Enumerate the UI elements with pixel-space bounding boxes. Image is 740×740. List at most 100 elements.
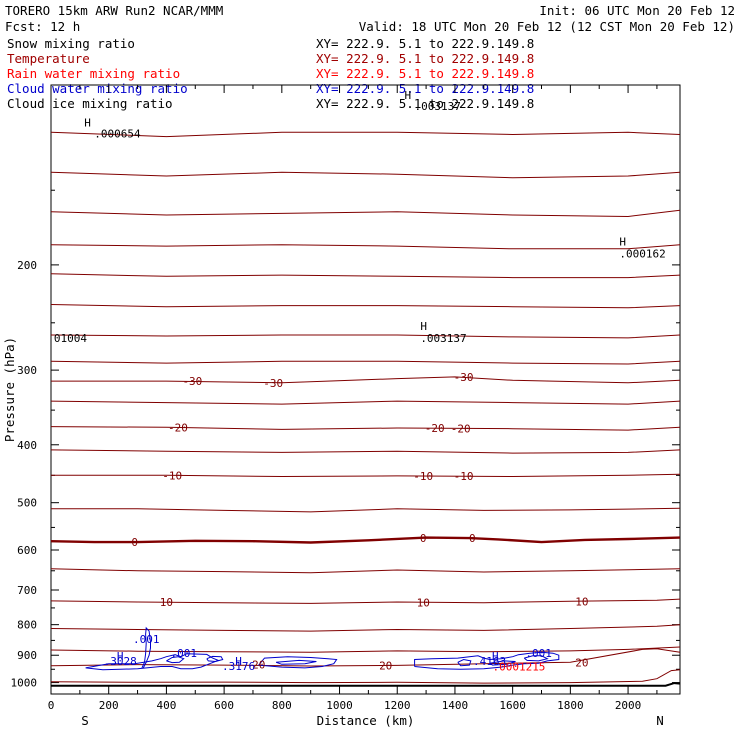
temperature-contour-label: 10 <box>160 596 173 609</box>
temperature-contour <box>50 171 681 179</box>
temperature-contour-label: -20 <box>425 422 445 435</box>
temperature-contour <box>51 507 681 513</box>
snow-max-value: .000162 <box>619 248 665 261</box>
y-tick-label: 600 <box>17 544 37 557</box>
legend-xy: XY= 222.9. 5.1 to 222.9.149.8 <box>316 66 534 81</box>
snow-max-marker: H <box>619 236 626 249</box>
temperature-contour-label: 10 <box>417 596 430 609</box>
temperature-zero-isotherm <box>50 536 681 544</box>
temperature-contour <box>50 244 681 250</box>
temperature-contour-label: 20 <box>379 659 392 672</box>
rain-water-label: .0001215 <box>492 661 545 674</box>
legend-label: Cloud water mixing ratio <box>7 81 188 96</box>
cloud-water-contour <box>457 658 472 667</box>
x-tick-label: 200 <box>99 699 119 712</box>
temperature-contour-label: 20 <box>252 659 265 672</box>
temperature-contour-label: 0 <box>131 536 138 549</box>
legend-label: Rain water mixing ratio <box>7 66 180 81</box>
x-tick-label: 400 <box>156 699 176 712</box>
terrain-line <box>51 682 681 687</box>
y-axis-title: Pressure (hPa) <box>2 337 17 442</box>
temperature-contour <box>50 648 681 667</box>
valid-time: Valid: 18 UTC Mon 20 Feb 12 (12 CST Mon … <box>359 19 735 34</box>
x-tick-label: 1200 <box>384 699 411 712</box>
cloud-ice-value: .000654 <box>94 127 141 140</box>
y-tick-label: 900 <box>17 649 37 662</box>
temperature-contour-label: -30 <box>182 375 202 388</box>
init-time: Init: 06 UTC Mon 20 Feb 12 <box>539 3 735 18</box>
temperature-contour <box>50 273 681 279</box>
legend-xy: XY= 222.9. 5.1 to 222.9.149.8 <box>316 96 534 111</box>
cloud-water-label: H <box>117 650 124 663</box>
y-tick-label: 300 <box>17 364 37 377</box>
temperature-contour-label: -30 <box>454 371 474 384</box>
snow-max-value: .003137 <box>420 332 466 345</box>
cloud-water-label: H <box>235 655 242 668</box>
cloud-water-label: .4163 <box>473 655 506 668</box>
temperature-contour <box>50 449 681 454</box>
temperature-contour <box>50 304 681 309</box>
temperature-contour <box>50 131 681 138</box>
temperature-contour-label: -10 <box>454 470 474 483</box>
y-tick-label: 500 <box>17 497 37 510</box>
y-tick-label: 800 <box>17 619 37 632</box>
cloud-water-label: .001 <box>525 647 552 660</box>
y-tick-label: 700 <box>17 584 37 597</box>
temperature-contour <box>50 426 681 431</box>
cloud-water-contour <box>85 653 220 671</box>
cloud-water-contour <box>258 656 338 669</box>
north-end-label: N <box>656 713 664 728</box>
legend-xy: XY= 222.9. 5.1 to 222.9.149.8 <box>316 36 534 51</box>
temperature-contour <box>51 376 681 384</box>
south-end-label: S <box>81 713 89 728</box>
x-tick-label: 1600 <box>499 699 526 712</box>
cloud-water-label: .001 <box>170 647 197 660</box>
y-tick-label: 400 <box>17 439 37 452</box>
cloud-water-contour <box>206 655 224 663</box>
temperature-contour-label: 0 <box>469 532 476 545</box>
legend-label: Snow mixing ratio <box>7 36 135 51</box>
x-tick-label: 0 <box>48 699 55 712</box>
temperature-contour <box>50 400 681 405</box>
temperature-contour-label: 20 <box>575 656 588 669</box>
temperature-contour <box>50 669 681 684</box>
temperature-contour <box>50 209 681 218</box>
cloud-water-contour <box>166 656 185 664</box>
x-tick-label: 1400 <box>442 699 469 712</box>
snow-max-value: 01004 <box>54 332 87 345</box>
x-tick-label: 800 <box>272 699 292 712</box>
cloud-water-contour <box>489 660 516 666</box>
temperature-contour-label: -20 <box>451 423 471 436</box>
temperature-contour <box>50 568 681 574</box>
cloud-water-label: .3176 <box>222 660 255 673</box>
x-tick-label: 1800 <box>557 699 584 712</box>
cloud-water-contour <box>141 626 151 669</box>
x-tick-label: 600 <box>214 699 234 712</box>
legend-xy: XY= 222.9. 5.1 to 222.9.149.8 <box>316 81 534 96</box>
temperature-contour-label: -30 <box>263 377 283 390</box>
x-tick-label: 1000 <box>326 699 353 712</box>
temperature-contour <box>50 624 681 632</box>
plot-frame <box>50 84 681 695</box>
cloud-water-label: .3028 <box>104 655 137 668</box>
y-tick-label: 1000 <box>11 677 38 690</box>
temperature-contour <box>50 360 681 365</box>
cloud-ice-marker: H <box>405 89 412 102</box>
y-tick-label: 200 <box>17 259 37 272</box>
temperature-contour-label: 0 <box>420 532 427 545</box>
x-axis-title: Distance (km) <box>317 713 415 728</box>
temperature-contour <box>50 334 681 339</box>
temperature-contour-label: -10 <box>162 469 182 482</box>
temperature-contour-label: -20 <box>168 421 188 434</box>
temperature-contour <box>51 473 681 478</box>
cloud-water-contour <box>275 659 317 665</box>
x-tick-label: 2000 <box>615 699 642 712</box>
temperature-contour-label: -10 <box>413 470 433 483</box>
temperature-contour <box>50 598 681 604</box>
legend-label: Cloud ice mixing ratio <box>7 96 173 111</box>
model-title: TORERO 15km ARW Run2 NCAR/MMM <box>5 3 223 18</box>
cloud-water-contour <box>523 655 549 662</box>
legend-xy: XY= 222.9. 5.1 to 222.9.149.8 <box>316 51 534 66</box>
cloud-ice-marker: H <box>84 116 91 129</box>
